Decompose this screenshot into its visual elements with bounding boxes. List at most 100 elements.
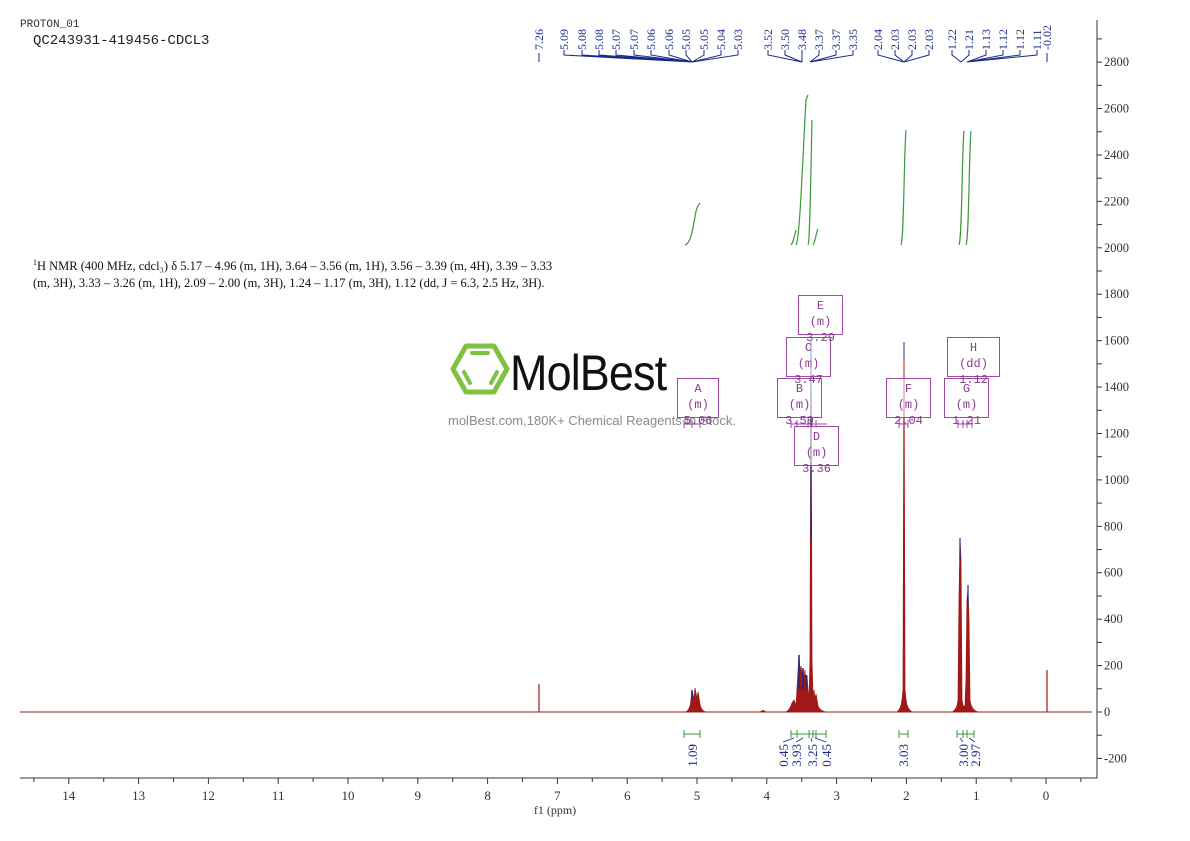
x-tick-label: 10	[342, 788, 355, 803]
integral-value: 3.03	[896, 744, 911, 767]
peak-label: 3.37	[829, 29, 843, 50]
peak-label: 2.03	[888, 29, 902, 50]
integral-value: 3.00	[956, 744, 971, 767]
sample-id: QC243931-419456-CDCL3	[33, 33, 210, 49]
multiplet-label: D (m)	[805, 430, 828, 460]
multiplet-label: C (m)	[797, 341, 820, 371]
peak-label: 1.21	[962, 29, 976, 50]
peak-label: 3.35	[846, 29, 860, 50]
peak-label: 3.52	[761, 29, 775, 50]
y-tick-label: 600	[1104, 566, 1123, 580]
integral-value: 0.45	[819, 744, 834, 767]
integral-value: 0.45	[776, 744, 791, 767]
peak-label: 5.06	[644, 29, 658, 50]
peak-label: 5.07	[609, 29, 623, 50]
x-tick-label: 12	[202, 788, 215, 803]
x-tick-label: 6	[624, 788, 631, 803]
peak-label: 1.12	[1013, 29, 1027, 50]
y-tick-label: 1000	[1104, 473, 1129, 487]
x-tick-label: 1	[973, 788, 980, 803]
multiplet-box-e: E (m) 3.29	[798, 295, 843, 345]
multiplet-shift: 3.36	[802, 462, 831, 476]
x-tick-label: 14	[62, 788, 76, 803]
multiplet-box-g: G (m) 1.21	[944, 378, 989, 428]
x-tick-label: 3	[833, 788, 840, 803]
y-tick-label: 1200	[1104, 426, 1129, 440]
multiplet-range-markers	[683, 420, 973, 428]
integral-value: 3.25	[805, 744, 820, 767]
peak-label: 1.11	[1030, 29, 1044, 50]
description-line-1: H NMR (400 MHz, cdcl₃) δ 5.17 – 4.96 (m,…	[37, 259, 553, 274]
peak-label: 1.13	[979, 29, 993, 50]
multiplet-shift: 1.12	[959, 373, 988, 387]
peak-label: 5.08	[592, 29, 606, 50]
y-tick-label: 1600	[1104, 334, 1129, 348]
experiment-name: PROTON_01	[20, 19, 80, 31]
y-tick-label: 1800	[1104, 287, 1129, 301]
multiplet-label: E (m)	[809, 299, 832, 329]
x-tick-label: 8	[484, 788, 491, 803]
y-tick-label: 0	[1104, 705, 1110, 719]
x-tick-label: 2	[903, 788, 910, 803]
y-tick-label: 2000	[1104, 241, 1129, 255]
y-tick-label: 800	[1104, 519, 1123, 533]
y-tick-label: 1400	[1104, 380, 1129, 394]
peak-label: 5.04	[714, 29, 728, 50]
integral-value: 2.97	[968, 744, 983, 767]
multiplet-box-c: C (m) 3.47	[786, 337, 831, 387]
peak-label: 2.04	[871, 29, 885, 50]
peak-label: 5.08	[575, 29, 589, 50]
x-tick-label: 7	[554, 788, 561, 803]
y-tick-label: 2400	[1104, 148, 1129, 162]
multiplet-box-h: H (dd) 1.12	[947, 337, 1000, 387]
multiplet-shift: 2.04	[894, 414, 923, 428]
isotope-superscript: 1	[33, 258, 37, 267]
peak-label: 3.37	[812, 29, 826, 50]
y-tick-label: 200	[1104, 659, 1123, 673]
description-line-2: (m, 3H), 3.33 – 3.26 (m, 1H), 2.09 – 2.0…	[33, 276, 545, 291]
y-tick-label: 400	[1104, 612, 1123, 626]
multiplet-shift: 5.06	[683, 414, 713, 428]
y-tick-label: 2600	[1104, 102, 1129, 116]
peak-labels: 7.26 5.09 5.08 5.08 5.07 5.07 5.06 5.06 5.05 5.05…	[532, 25, 1054, 50]
watermark-tagline: molBest.com,180K+ Chemical Reagents In S…	[448, 413, 736, 428]
peak-label: 2.03	[922, 29, 936, 50]
multiplet-shift: 3.47	[794, 373, 823, 387]
integral-curves	[684, 94, 972, 246]
multiplet-box-a: A (m) 5.06	[677, 378, 719, 428]
peak-label: 5.05	[679, 29, 693, 50]
multiplet-box-f: F (m) 2.04	[886, 378, 931, 428]
x-tick-label: 11	[272, 788, 285, 803]
integral-value: 1.09	[685, 744, 700, 767]
peak-label-leaders	[538, 50, 1048, 63]
multiplet-shift: 3.59	[785, 414, 814, 428]
multiplet-box-b: B (m) 3.59	[777, 378, 822, 428]
peak-label: 1.12	[996, 29, 1010, 50]
x-tick-label: 0	[1043, 788, 1050, 803]
multiplet-label: H (dd)	[959, 341, 988, 371]
peak-label: 5.06	[662, 29, 676, 50]
integral-brackets	[683, 730, 975, 738]
peak-label: 5.05	[697, 29, 711, 50]
y-tick-label: -200	[1104, 751, 1127, 765]
peak-label: -0.02	[1040, 25, 1054, 50]
y-tick-label: 2800	[1104, 55, 1129, 69]
peak-label: 5.09	[557, 29, 571, 50]
multiplet-label: A (m)	[687, 382, 709, 412]
multiplet-box-d: D (m) 3.36	[794, 426, 839, 476]
peak-label: 5.07	[627, 29, 641, 50]
x-tick-label: 5	[694, 788, 701, 803]
x-axis-ticks: 14 13 12 11 10 9 8 7 6 5 4 3 2 1 0	[33, 778, 1082, 803]
multiplet-shift: 3.29	[806, 331, 835, 345]
peak-label: 3.50	[778, 29, 792, 50]
peak-label: 1.22	[945, 29, 959, 50]
integral-bracket-leaders	[782, 737, 976, 743]
peak-label: 7.26	[532, 29, 546, 50]
peak-label: 5.03	[731, 29, 745, 50]
multiplet-label: B (m)	[788, 382, 811, 412]
x-tick-label: 9	[415, 788, 422, 803]
watermark-brand: MolBest	[510, 345, 667, 401]
multiplet-label: F (m)	[897, 382, 920, 412]
x-axis-title: f1 (ppm)	[534, 803, 576, 817]
